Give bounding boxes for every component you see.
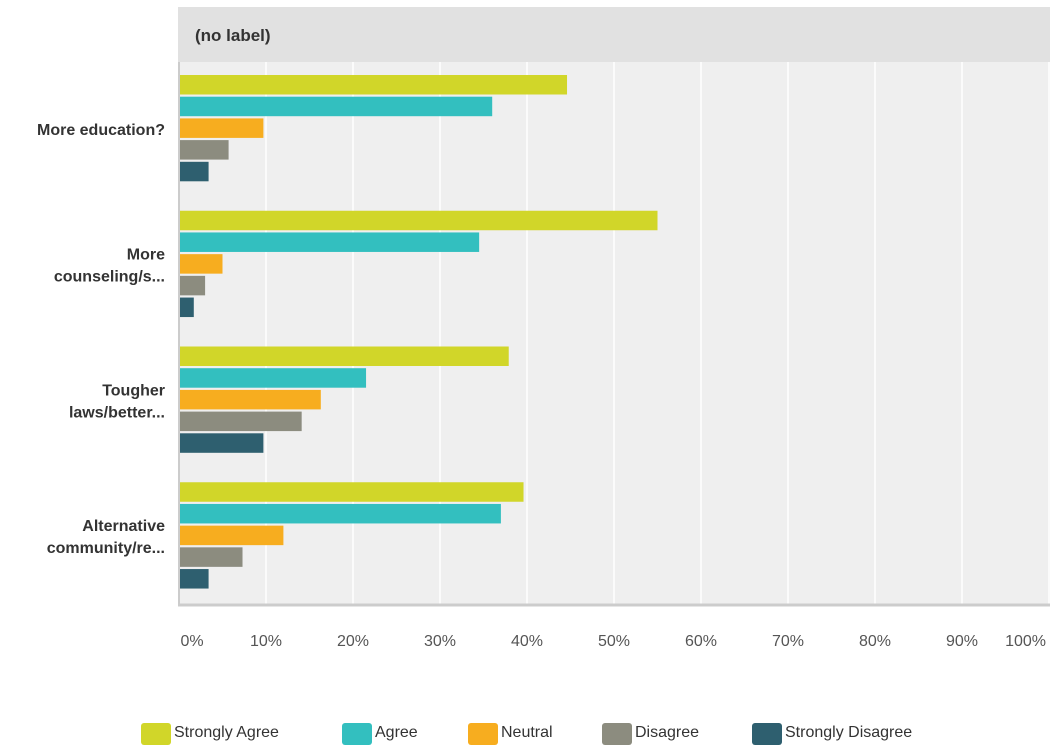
- bar[interactable]: [179, 254, 223, 274]
- legend-label: Strongly Agree: [174, 724, 279, 741]
- title-band: [178, 7, 1050, 62]
- bar[interactable]: [179, 297, 194, 318]
- category-label: More: [127, 247, 165, 264]
- legend-label: Disagree: [635, 724, 699, 741]
- bar[interactable]: [179, 118, 264, 138]
- bar[interactable]: [179, 96, 493, 117]
- bar[interactable]: [179, 503, 501, 524]
- category-labels: More education? More counseling/s... Toughe…: [37, 122, 165, 557]
- x-tick-label: 80%: [859, 633, 891, 650]
- bar[interactable]: [179, 569, 209, 589]
- legend-swatch: [602, 723, 632, 745]
- x-tick-label: 40%: [511, 633, 543, 650]
- x-tick-label: 100%: [1005, 633, 1046, 650]
- category-label: community/re...: [47, 540, 165, 557]
- x-tick-label: 50%: [598, 633, 630, 650]
- legend-label: Neutral: [501, 724, 553, 741]
- bars: [179, 75, 658, 589]
- bar[interactable]: [179, 368, 367, 388]
- bar[interactable]: [179, 346, 509, 367]
- bar[interactable]: [179, 75, 568, 95]
- legend-swatch: [141, 723, 171, 745]
- bar[interactable]: [179, 140, 229, 160]
- x-tick-label: 70%: [772, 633, 804, 650]
- x-tick-labels: 0% 10% 20% 30% 40% 50% 60% 70% 80% 90% 100%: [180, 633, 1046, 650]
- legend-label: Agree: [375, 724, 418, 741]
- bar[interactable]: [179, 547, 243, 567]
- category-label: Alternative: [82, 518, 165, 535]
- category-label: Tougher: [102, 382, 165, 399]
- legend-swatch: [752, 723, 782, 745]
- legend: Strongly Agree Agree Neutral Disagree Strong…: [141, 723, 912, 745]
- bar[interactable]: [179, 482, 524, 502]
- bar[interactable]: [179, 275, 206, 296]
- bar[interactable]: [179, 232, 480, 252]
- category-label: counseling/s...: [54, 269, 165, 286]
- grid-lines: [265, 62, 1050, 605]
- category-label: More education?: [37, 122, 165, 139]
- x-tick-label: 0%: [180, 633, 203, 650]
- legend-swatch: [342, 723, 372, 745]
- legend-label: Strongly Disagree: [785, 724, 912, 741]
- chart-title: (no label): [195, 26, 271, 45]
- bar[interactable]: [179, 161, 209, 182]
- bar[interactable]: [179, 389, 321, 410]
- x-tick-label: 30%: [424, 633, 456, 650]
- category-label: laws/better...: [69, 404, 165, 421]
- bar[interactable]: [179, 210, 658, 231]
- bar[interactable]: [179, 411, 302, 432]
- x-tick-label: 90%: [946, 633, 978, 650]
- legend-swatch: [468, 723, 498, 745]
- bar[interactable]: [179, 525, 284, 546]
- x-tick-label: 10%: [250, 633, 282, 650]
- x-tick-label: 20%: [337, 633, 369, 650]
- x-tick-label: 60%: [685, 633, 717, 650]
- bar[interactable]: [179, 433, 264, 453]
